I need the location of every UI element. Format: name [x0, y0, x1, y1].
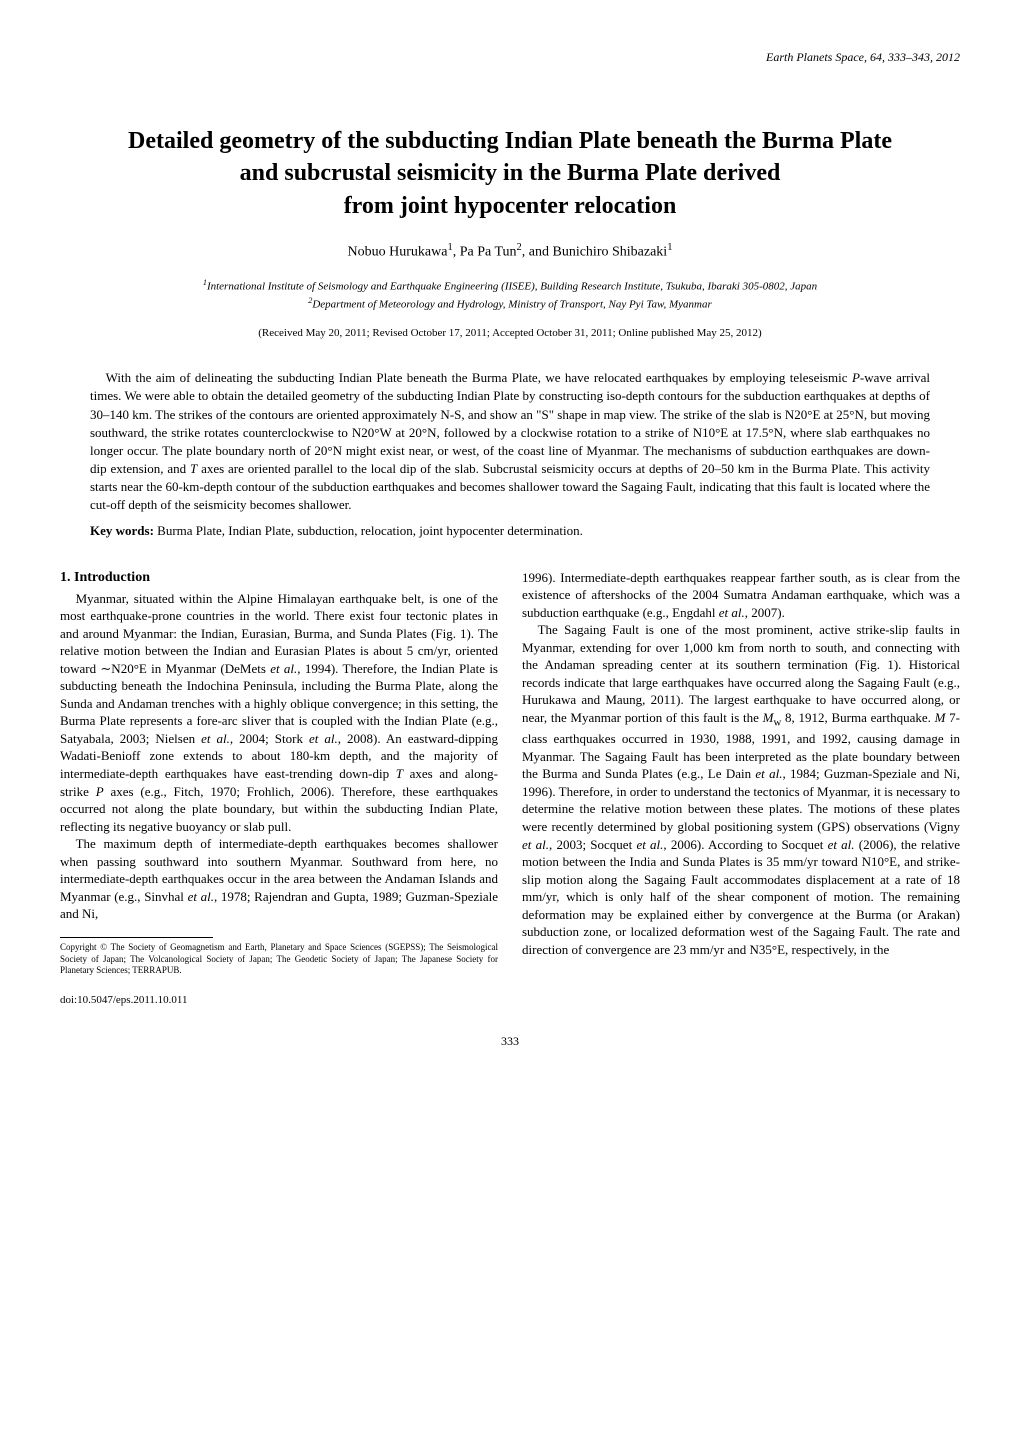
keywords-text: Burma Plate, Indian Plate, subduction, r… [154, 523, 583, 538]
left-paragraph-2: The maximum depth of intermediate-depth … [60, 835, 498, 923]
authors: Nobuo Hurukawa1, Pa Pa Tun2, and Bunichi… [60, 242, 960, 261]
affiliation-2: 2Department of Meteorology and Hydrology… [60, 295, 960, 313]
abstract: With the aim of delineating the subducti… [90, 369, 930, 515]
right-column: 1996). Intermediate-depth earthquakes re… [522, 569, 960, 1008]
section-1-heading: 1. Introduction [60, 569, 498, 588]
title-line2: and subcrustal seismicity in the Burma P… [240, 160, 781, 186]
submission-dates: (Received May 20, 2011; Revised October … [60, 327, 960, 339]
journal-header: Earth Planets Space, 64, 333–343, 2012 [60, 50, 960, 65]
left-paragraph-1: Myanmar, situated within the Alpine Hima… [60, 590, 498, 836]
keywords: Key words: Burma Plate, Indian Plate, su… [90, 523, 930, 539]
left-column: 1. Introduction Myanmar, situated within… [60, 569, 498, 1008]
right-paragraph-1: 1996). Intermediate-depth earthquakes re… [522, 569, 960, 622]
keywords-label: Key words: [90, 523, 154, 538]
page-number: 333 [60, 1034, 960, 1049]
right-paragraph-2: The Sagaing Fault is one of the most pro… [522, 621, 960, 958]
paper-title: Detailed geometry of the subducting Indi… [60, 125, 960, 222]
title-line3: from joint hypocenter relocation [344, 193, 677, 219]
footnote-divider [60, 937, 213, 938]
affiliations: 1International Institute of Seismology a… [60, 277, 960, 313]
title-line1: Detailed geometry of the subducting Indi… [128, 128, 892, 154]
doi: doi:10.5047/eps.2011.10.011 [60, 993, 498, 1008]
copyright-notice: Copyright © The Society of Geomagnetism … [60, 942, 498, 977]
affiliation-1: 1International Institute of Seismology a… [60, 277, 960, 295]
two-column-body: 1. Introduction Myanmar, situated within… [60, 569, 960, 1008]
